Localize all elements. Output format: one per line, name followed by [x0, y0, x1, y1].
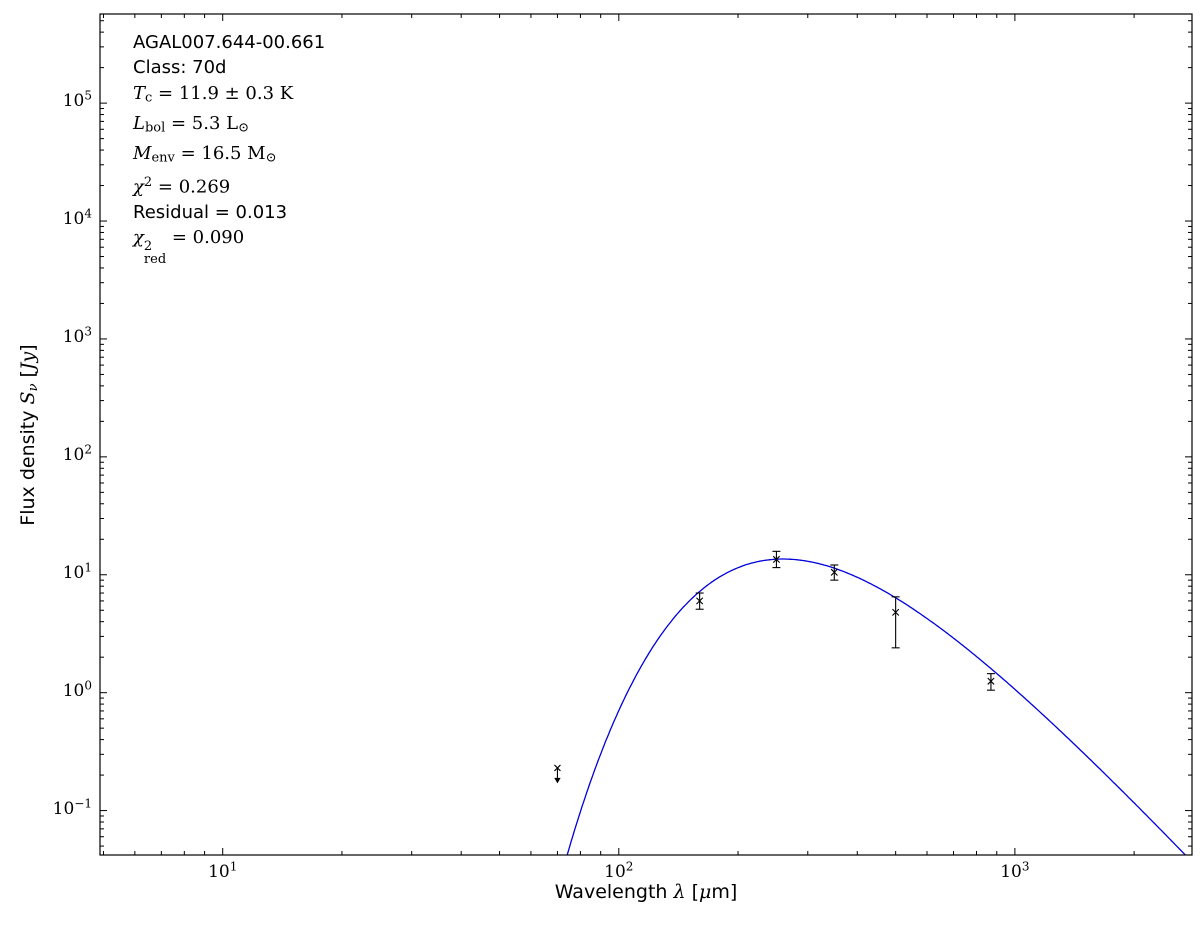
tick-base: 10: [604, 862, 626, 882]
math-supsub: 2 red: [143, 239, 167, 267]
tick-exponent: −1: [74, 795, 92, 810]
annotation-line: AGAL007.644-00.661: [133, 30, 325, 55]
tick-exponent: 0: [84, 678, 92, 692]
x-tick-label: 102: [589, 859, 649, 882]
annotation-line: χ2 = 0.269: [133, 171, 325, 200]
text-segment: bol: [144, 120, 166, 136]
text-segment: 2: [143, 174, 153, 190]
text-segment: ⊙: [265, 150, 277, 166]
text-segment: μ: [698, 881, 712, 903]
x-tick-label: 101: [193, 859, 253, 882]
annotation-line: Residual = 0.013: [133, 200, 325, 225]
y-tick-label: 100: [36, 678, 92, 701]
axis-ticks: [100, 14, 1192, 855]
tick-base: 10: [62, 209, 85, 230]
tick-base: 10: [62, 444, 85, 465]
tick-base: 10: [1000, 862, 1022, 882]
model-curve: [566, 558, 1187, 855]
tick-base: 10: [52, 798, 75, 819]
y-tick-label: 105: [36, 88, 92, 112]
tick-exponent: 2: [84, 442, 92, 457]
text-segment: [: [17, 369, 40, 384]
plot-frame: [99, 13, 1193, 856]
text-segment: m]: [711, 881, 738, 903]
y-axis-label: Flux density Sν [Jy]: [17, 344, 41, 525]
annotation-line: Menv = 16.5 M⊙: [133, 141, 325, 171]
annotation-line: Class: 70d: [133, 55, 325, 80]
y-tick-label: 103: [36, 324, 92, 347]
text-segment: χ: [133, 227, 144, 249]
text-segment: = 0.090: [166, 227, 245, 249]
photometry-points: [695, 550, 995, 691]
text-segment: λ: [673, 881, 686, 903]
text-segment: L: [133, 112, 145, 134]
tick-exponent: 5: [84, 88, 92, 103]
text-segment: env: [151, 150, 175, 166]
x-axis-label: Wavelength λ [μm]: [555, 881, 738, 904]
text-segment: χ: [133, 176, 144, 198]
text-segment: T: [133, 82, 146, 104]
text-segment: = 5.3 L: [165, 112, 239, 134]
text-segment: ⊙: [238, 120, 249, 136]
annotation-line: Lbol = 5.3 L⊙: [133, 111, 325, 141]
text-segment: [: [685, 881, 699, 903]
y-tick-label: 104: [36, 206, 92, 230]
text-segment: ν: [25, 383, 41, 391]
tick-base: 10: [62, 680, 85, 701]
superscript: 2: [143, 239, 153, 255]
text-segment: = 11.9 ± 0.3 K: [152, 82, 294, 104]
tick-exponent: 1: [229, 859, 238, 874]
tick-exponent: 1: [84, 560, 92, 575]
y-tick-label: 101: [36, 560, 92, 583]
annotation-block: AGAL007.644-00.661 Class: 70d Tc = 11.9 ± …: [133, 30, 325, 266]
text-segment: M: [133, 142, 152, 164]
tick-base: 10: [62, 91, 85, 112]
text-segment: S: [17, 390, 40, 404]
annotation-line: Tc = 11.9 ± 0.3 K: [133, 81, 325, 111]
tick-exponent: 4: [84, 206, 92, 221]
tick-base: 10: [62, 562, 85, 583]
text-segment: Jy: [17, 351, 40, 370]
text-segment: AGAL007.644-00.661: [133, 32, 326, 53]
upper-limit-marker: [554, 764, 561, 784]
tick-exponent: 3: [1021, 859, 1030, 874]
text-segment: Class: 70d: [133, 57, 227, 79]
text-segment: c: [145, 90, 153, 106]
text-segment: = 16.5 M: [174, 142, 266, 164]
tick-exponent: 2: [625, 859, 634, 874]
text-segment: = 0.269: [152, 176, 231, 198]
annotation-line: χ 2 red = 0.090: [133, 225, 325, 266]
tick-base: 10: [62, 326, 85, 347]
tick-base: 10: [208, 862, 230, 882]
y-tick-label: 102: [36, 442, 92, 465]
subscript: red: [143, 251, 167, 267]
text-segment: Wavelength: [554, 881, 674, 903]
text-segment: Residual = 0.013: [133, 201, 288, 223]
x-tick-label: 103: [985, 859, 1045, 882]
tick-exponent: 3: [84, 324, 92, 339]
y-tick-label: 10−1: [36, 795, 92, 819]
down-arrow-icon: [554, 777, 561, 784]
